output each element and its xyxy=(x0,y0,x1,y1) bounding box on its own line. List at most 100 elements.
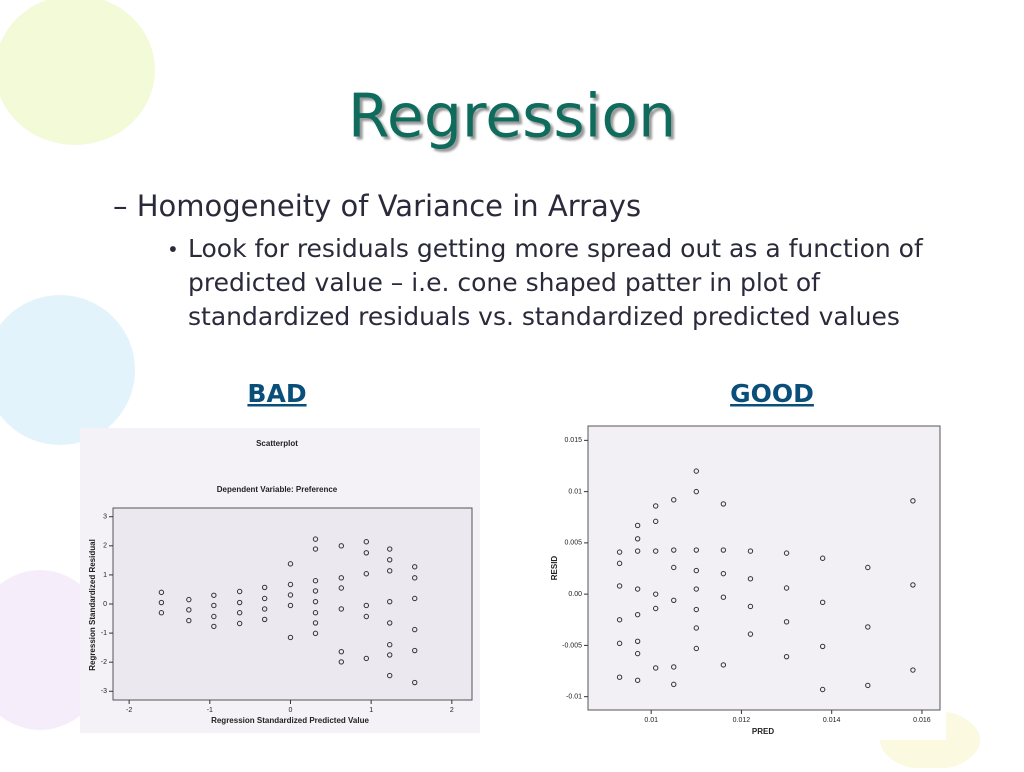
point xyxy=(720,662,727,668)
point xyxy=(363,550,370,556)
point xyxy=(671,547,677,553)
x-tick-label: 0.016 xyxy=(913,717,931,724)
point xyxy=(747,603,754,610)
point xyxy=(338,659,345,665)
point xyxy=(865,624,871,630)
point xyxy=(186,596,192,603)
point xyxy=(158,610,165,616)
point xyxy=(634,677,641,683)
point xyxy=(412,679,418,686)
y-tick-label: 1 xyxy=(103,572,107,579)
y-tick-label: 0.00 xyxy=(568,591,582,598)
chart-subtitle: Dependent Variable: Preference xyxy=(217,485,338,494)
point xyxy=(211,602,217,609)
point xyxy=(693,488,700,495)
point xyxy=(865,682,871,689)
subbullet-box: Look for residuals getting more spread o… xyxy=(188,234,923,331)
point xyxy=(819,686,826,693)
bullet: – Homogeneity of Variance in Arrays xyxy=(113,189,641,223)
point xyxy=(412,647,418,654)
point xyxy=(747,631,754,637)
point xyxy=(412,626,418,633)
x-tick-label: 1 xyxy=(369,707,373,714)
point xyxy=(363,571,370,577)
point xyxy=(412,575,418,581)
x-tick-label: -1 xyxy=(207,707,213,714)
point xyxy=(616,640,623,647)
point xyxy=(747,576,754,582)
point xyxy=(363,613,370,620)
point xyxy=(261,595,268,602)
point xyxy=(287,592,294,598)
point xyxy=(338,585,345,591)
x-tick-label: -2 xyxy=(126,707,132,714)
y-tick-label: -2 xyxy=(101,659,107,666)
point xyxy=(338,543,345,549)
point xyxy=(236,588,243,595)
point xyxy=(693,468,700,474)
point xyxy=(387,642,393,648)
point xyxy=(783,550,790,556)
point xyxy=(652,503,659,509)
point xyxy=(634,586,641,592)
point xyxy=(211,623,217,630)
x-tick-label: 0 xyxy=(289,707,293,714)
y-tick-label: 0.01 xyxy=(568,488,582,495)
subbullet: Look for residuals getting more spread o… xyxy=(188,234,923,331)
point xyxy=(338,649,345,655)
point xyxy=(158,589,165,596)
point xyxy=(783,653,790,660)
point xyxy=(387,598,393,605)
point xyxy=(261,616,268,623)
point xyxy=(783,585,790,591)
point xyxy=(671,597,677,603)
point xyxy=(819,599,826,606)
point xyxy=(671,564,677,571)
point xyxy=(747,548,754,554)
point xyxy=(910,498,916,504)
x-axis-label: PRED xyxy=(752,727,774,736)
point xyxy=(387,557,393,563)
x-tick-label: 0.01 xyxy=(644,717,658,724)
point xyxy=(387,568,393,574)
point xyxy=(910,582,916,588)
point xyxy=(287,581,294,588)
point xyxy=(671,681,677,688)
point xyxy=(693,586,700,592)
y-tick-label: -3 xyxy=(101,688,107,695)
point xyxy=(693,606,700,613)
point xyxy=(236,610,243,616)
point xyxy=(910,667,916,673)
point xyxy=(616,583,623,589)
point xyxy=(616,674,623,680)
point xyxy=(287,561,294,567)
x-axis-label: Regression Standardized Predicted Value xyxy=(211,716,369,725)
bullet-dot: • xyxy=(167,238,179,262)
point xyxy=(819,555,826,561)
point xyxy=(387,546,393,552)
slide-title: Regression xyxy=(348,82,676,152)
point xyxy=(783,619,790,625)
point xyxy=(211,613,217,620)
point xyxy=(720,594,727,600)
x-tick-label: 0.012 xyxy=(733,717,751,724)
y-tick-label: 0.005 xyxy=(564,540,582,547)
point xyxy=(211,592,217,598)
point xyxy=(186,617,192,624)
point xyxy=(312,610,319,616)
point xyxy=(634,536,641,542)
y-tick-label: 2 xyxy=(103,543,107,550)
point xyxy=(720,547,727,553)
y-tick-label: 3 xyxy=(103,514,107,521)
point xyxy=(312,588,319,594)
chart-title: Scatterplot xyxy=(256,439,298,448)
y-tick-label: 0.015 xyxy=(564,437,582,444)
point xyxy=(412,564,418,570)
point xyxy=(634,548,641,554)
point xyxy=(363,602,370,609)
point xyxy=(312,620,319,626)
point xyxy=(287,634,294,641)
point xyxy=(387,620,393,626)
point xyxy=(652,548,659,554)
